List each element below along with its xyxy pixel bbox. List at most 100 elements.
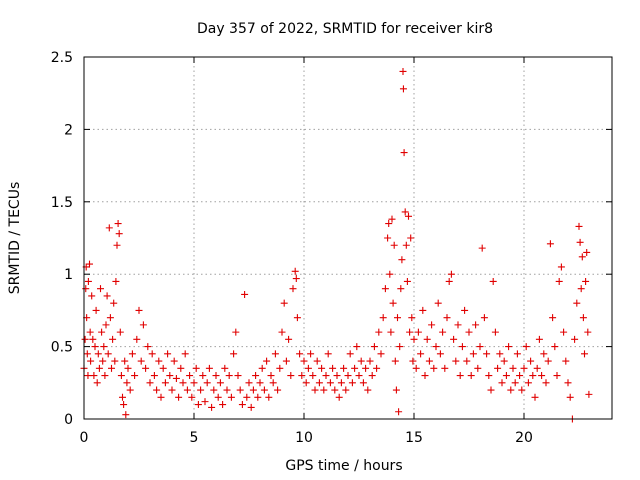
data-point — [329, 364, 337, 372]
data-point — [210, 386, 218, 394]
data-point — [432, 343, 440, 351]
data-point — [101, 372, 109, 380]
data-point — [461, 306, 469, 314]
data-point — [533, 364, 541, 372]
data-point — [447, 270, 455, 278]
data-point — [573, 299, 581, 307]
data-point — [472, 321, 480, 329]
data-point — [278, 328, 286, 336]
data-point — [192, 364, 200, 372]
data-point — [135, 306, 143, 314]
data-point — [581, 350, 588, 358]
data-point — [106, 314, 114, 322]
data-point — [269, 379, 277, 387]
data-point — [260, 386, 268, 394]
data-point — [133, 335, 141, 343]
data-point — [478, 244, 486, 252]
data-point — [496, 350, 504, 358]
data-point — [177, 364, 185, 372]
data-point — [384, 234, 392, 242]
data-point — [108, 364, 115, 372]
data-point — [291, 267, 299, 275]
data-point — [562, 357, 570, 365]
axis-tick-labels: 0 5 10 15 20 0 0.5 1 1.5 2 2.5 — [51, 50, 533, 446]
x-tick-label: 20 — [515, 430, 533, 446]
data-point — [402, 241, 410, 249]
data-point — [498, 379, 506, 387]
data-point — [576, 238, 584, 246]
data-point — [400, 149, 408, 157]
data-point — [489, 277, 497, 285]
data-point — [252, 372, 260, 380]
data-point — [439, 328, 447, 336]
data-point — [117, 372, 125, 380]
data-point — [428, 321, 436, 329]
data-point — [469, 350, 477, 358]
data-point — [474, 364, 482, 372]
data-point — [373, 364, 381, 372]
data-point — [412, 364, 420, 372]
data-point — [249, 386, 257, 394]
data-point — [109, 335, 117, 343]
data-point — [467, 372, 475, 380]
data-point — [364, 386, 372, 394]
data-point — [122, 411, 130, 419]
data-point — [389, 299, 397, 307]
data-point — [560, 328, 568, 336]
data-point — [452, 357, 460, 365]
data-point — [340, 364, 348, 372]
data-point — [368, 372, 376, 380]
data-point — [102, 321, 110, 329]
data-point — [194, 401, 202, 409]
data-point — [516, 372, 524, 380]
data-point — [524, 379, 532, 387]
data-point — [463, 357, 471, 365]
data-point — [386, 270, 394, 278]
data-point — [454, 321, 462, 329]
data-point — [243, 393, 251, 401]
data-point — [258, 364, 266, 372]
data-point — [434, 299, 442, 307]
data-point — [494, 364, 502, 372]
data-point — [232, 328, 240, 336]
data-point — [410, 335, 418, 343]
y-tick-label: 2 — [64, 122, 73, 138]
data-point — [450, 335, 458, 343]
data-point — [394, 314, 401, 322]
data-point — [409, 357, 417, 365]
data-point — [302, 379, 310, 387]
data-point — [97, 285, 104, 293]
data-point — [425, 357, 433, 365]
data-point — [307, 350, 315, 358]
data-point — [121, 357, 129, 365]
y-tick-label: 2.5 — [51, 50, 73, 66]
data-point — [216, 379, 224, 387]
data-point — [538, 372, 546, 380]
data-point — [304, 364, 312, 372]
data-point — [408, 314, 416, 322]
data-point — [375, 328, 383, 336]
data-point — [241, 290, 249, 298]
data-point — [577, 285, 585, 293]
chart-title: Day 357 of 2022, SRMTID for receiver kir… — [197, 21, 493, 37]
data-point — [324, 350, 332, 358]
data-point — [254, 393, 262, 401]
data-point — [430, 364, 438, 372]
data-point — [585, 390, 593, 398]
data-point — [335, 393, 343, 401]
data-point — [90, 372, 98, 380]
data-point — [392, 386, 400, 394]
x-axis-label: GPS time / hours — [285, 458, 402, 474]
data-point — [377, 350, 385, 358]
data-point — [555, 277, 563, 285]
data-point — [116, 328, 124, 336]
data-point — [214, 393, 222, 401]
data-point — [399, 85, 407, 93]
data-point — [509, 364, 517, 372]
data-point — [553, 372, 561, 380]
data-point — [212, 372, 220, 380]
data-point — [529, 372, 537, 380]
data-point — [296, 350, 304, 358]
data-point — [480, 314, 488, 322]
